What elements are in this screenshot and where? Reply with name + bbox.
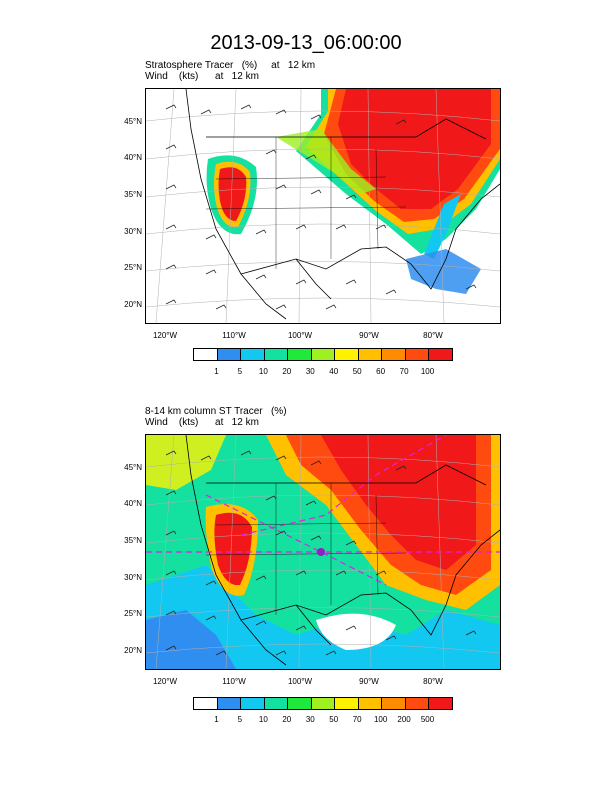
panel2-tracer-west-red bbox=[214, 512, 252, 586]
panel1-lon-label-110: 110°W bbox=[222, 331, 246, 340]
panel2-colorbar-tick-label: 20 bbox=[282, 715, 292, 724]
panel2-lon-label-110: 110°W bbox=[222, 677, 246, 686]
panel1-map bbox=[145, 88, 501, 324]
panel1-tracer-gulf-band bbox=[406, 249, 481, 294]
panel1-colorbar-tick-label: 1 bbox=[214, 367, 219, 376]
panel1-colorbar bbox=[193, 348, 453, 361]
panel2-site-marker bbox=[317, 548, 325, 556]
panel2-colorbar-tick-label: 100 bbox=[373, 715, 388, 724]
panel2-colorbar-tick-label: 5 bbox=[237, 715, 243, 724]
panel2-wind-barbs bbox=[165, 450, 477, 656]
panel1-lat-label-40: 40°N bbox=[124, 153, 142, 162]
panel1-colorbar-swatch bbox=[429, 349, 453, 360]
panel2-map-canvas bbox=[146, 435, 500, 669]
panel1-colorbar-swatch bbox=[335, 349, 359, 360]
panel2-lon-label-100: 100°W bbox=[287, 677, 313, 686]
panel2-colorbar-swatch bbox=[264, 698, 289, 709]
panel1-wind-barbs bbox=[165, 104, 477, 310]
panel2-colorbar-swatch bbox=[217, 698, 242, 709]
panel1-subtitle-line2: Wind (kts) at 12 km bbox=[145, 71, 259, 82]
panel2-colorbar-swatch bbox=[382, 698, 406, 709]
panel2-map bbox=[145, 434, 501, 670]
panel2-colorbar-tick-label: 70 bbox=[352, 715, 362, 724]
panel1-colorbar-tick-label: 60 bbox=[376, 367, 386, 376]
panel2-lon-label-120: 120°W bbox=[152, 677, 178, 686]
panel1-lat-label-35: 35°N bbox=[124, 190, 142, 199]
panel1-colorbar-tick-label: 40 bbox=[329, 367, 339, 376]
panel1-colorbar-swatch bbox=[264, 349, 289, 360]
panel2-lat-label-25: 25°N bbox=[124, 609, 142, 618]
panel1-lon-label-100: 100°W bbox=[287, 331, 313, 340]
panel1-colorbar-swatch bbox=[241, 349, 265, 360]
panel2-colorbar-tick-label: 30 bbox=[305, 715, 315, 724]
panel2-tracer-blue-patches bbox=[146, 610, 236, 669]
panel1-colorbar-swatch bbox=[288, 349, 312, 360]
panel1-lat-label-30: 30°N bbox=[124, 227, 142, 236]
panel2-colorbar-tick-label: 50 bbox=[329, 715, 339, 724]
panel2-colorbar-swatch bbox=[241, 698, 265, 709]
panel1-colorbar-tick-label: 50 bbox=[352, 367, 362, 376]
panel2-lon-label-90: 90°W bbox=[359, 677, 379, 686]
panel2-colorbar-tick-label: 200 bbox=[397, 715, 411, 724]
panel2-subtitle-line2: Wind (kts) at 12 km bbox=[145, 417, 259, 428]
panel2-colorbar-labels: 1 5 10 20 30 50 70 100 200 500 bbox=[193, 715, 451, 725]
panel2-colorbar-tick-label: 500 bbox=[420, 715, 435, 724]
panel1-map-canvas bbox=[146, 89, 500, 323]
panel2-colorbar-swatch bbox=[194, 698, 218, 709]
panel2-lat-label-30: 30°N bbox=[124, 573, 142, 582]
panel2-lon-label-80: 80°W bbox=[423, 677, 443, 686]
panel2-tracer-white-gulf bbox=[316, 613, 396, 650]
panel1-subtitle-line1: Stratosphere Tracer (%) at 12 km bbox=[145, 60, 316, 71]
panel1-colorbar-labels: 1 5 10 20 30 40 50 60 70 100 bbox=[193, 367, 451, 377]
panel1-lat-label-45: 45°N bbox=[124, 117, 142, 126]
panel2-lat-label-35: 35°N bbox=[124, 536, 142, 545]
panel2-cross-section-lines bbox=[146, 435, 500, 586]
panel1-colorbar-swatch bbox=[358, 349, 383, 360]
panel1-colorbar-tick-label: 30 bbox=[305, 367, 315, 376]
panel1-colorbar-swatch bbox=[311, 349, 336, 360]
panel1-colorbar-tick-label: 5 bbox=[237, 367, 243, 376]
panel1-colorbar-swatch bbox=[382, 349, 406, 360]
panel1-graticule bbox=[146, 89, 500, 323]
panel2-colorbar bbox=[193, 697, 453, 710]
page-title: 2013-09-13_06:00:00 bbox=[210, 32, 402, 54]
panel1-lon-label-120: 120°W bbox=[152, 331, 178, 340]
panel1-lat-label-25: 25°N bbox=[124, 263, 142, 272]
panel2-lat-label-40: 40°N bbox=[124, 499, 142, 508]
panel1-lat-label-20: 20°N bbox=[124, 300, 142, 309]
panel2-colorbar-swatch bbox=[358, 698, 383, 709]
panel1-colorbar-tick-label: 70 bbox=[399, 367, 409, 376]
panel2-tracer-cyan-areas bbox=[146, 565, 500, 669]
panel2-colorbar-swatch bbox=[429, 698, 453, 709]
panel1-colorbar-swatch bbox=[217, 349, 242, 360]
panel2-colorbar-tick-label: 1 bbox=[214, 715, 219, 724]
panel1-tracer-red-core bbox=[338, 89, 491, 209]
panel2-state-lines bbox=[205, 483, 407, 615]
panel2-lat-label-20: 20°N bbox=[124, 646, 142, 655]
panel2-lat-label-45: 45°N bbox=[124, 463, 142, 472]
panel1-coastlines bbox=[185, 89, 500, 320]
panel2-colorbar-swatch bbox=[288, 698, 312, 709]
panel1-lon-label-90: 90°W bbox=[359, 331, 379, 340]
panel1-colorbar-swatch bbox=[405, 349, 430, 360]
panel2-tracer-nw-yellow bbox=[146, 435, 226, 490]
panel2-colorbar-swatch bbox=[335, 698, 359, 709]
panel1-colorbar-swatch bbox=[194, 349, 218, 360]
panel1-lon-label-80: 80°W bbox=[423, 331, 443, 340]
panel2-colorbar-swatch bbox=[311, 698, 336, 709]
panel2-colorbar-swatch bbox=[405, 698, 430, 709]
panel2-subtitle-line1: 8-14 km column ST Tracer (%) bbox=[145, 406, 287, 417]
panel1-tracer-west-red bbox=[218, 167, 247, 221]
panel2-colorbar-tick-label: 10 bbox=[258, 715, 268, 724]
panel1-colorbar-tick-label: 10 bbox=[258, 367, 268, 376]
panel1-tracer-nw-streak bbox=[276, 129, 376, 194]
panel1-state-lines bbox=[205, 137, 407, 269]
panel1-colorbar-tick-label: 20 bbox=[282, 367, 292, 376]
panel1-tracer-eastern-streak bbox=[424, 194, 461, 259]
panel2-coastlines bbox=[185, 435, 500, 666]
panel1-colorbar-tick-label: 100 bbox=[420, 367, 435, 376]
